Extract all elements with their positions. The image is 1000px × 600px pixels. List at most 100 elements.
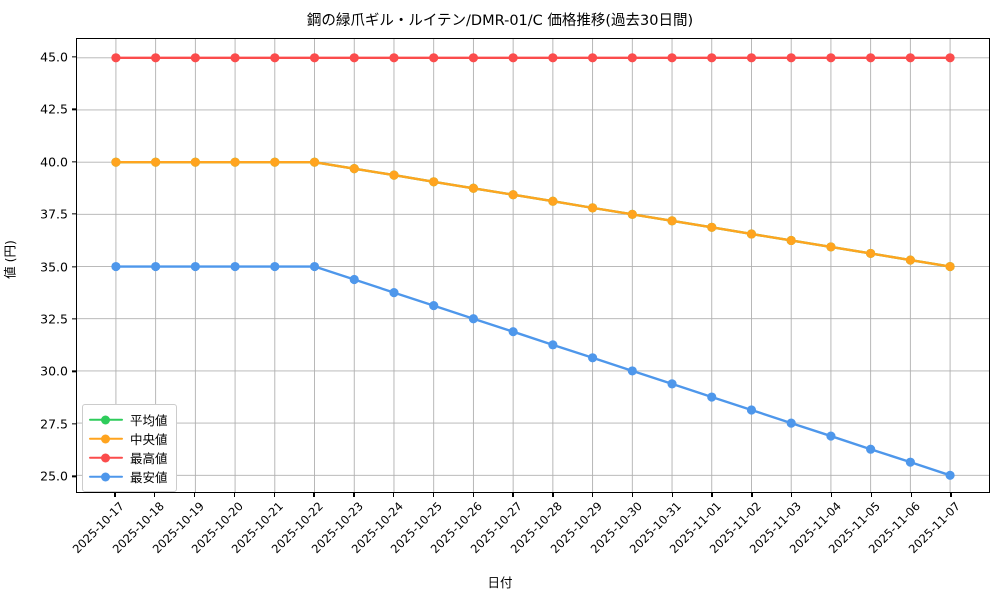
x-tick-mark <box>671 493 673 497</box>
chart-legend: 平均値中央値 最高値最安値 <box>82 404 177 492</box>
data-point <box>230 261 240 272</box>
y-tick-mark <box>72 161 76 163</box>
data-point <box>786 235 796 246</box>
legend-marker-dot-icon <box>101 415 110 424</box>
data-point <box>270 261 280 272</box>
data-point <box>746 405 757 415</box>
data-point <box>309 53 320 63</box>
series-line <box>114 265 952 477</box>
data-point <box>309 157 320 167</box>
data-point <box>190 261 200 272</box>
y-tick-label: 40.0 <box>40 154 68 170</box>
data-point <box>707 222 717 232</box>
x-axis-title: 日付 <box>487 575 513 590</box>
x-tick-mark <box>870 493 873 497</box>
data-point <box>270 157 280 167</box>
y-tick-mark <box>72 213 76 215</box>
legend-label: 中央値 <box>130 432 168 447</box>
data-point <box>826 242 836 252</box>
legend-marker-dot-icon <box>101 472 110 481</box>
data-point <box>627 53 637 63</box>
y-tick-mark <box>72 318 76 320</box>
x-tick-mark <box>313 493 315 497</box>
legend-item-最安値[interactable]: 最安値 <box>89 467 168 486</box>
data-point <box>111 261 121 272</box>
data-point <box>230 157 240 167</box>
y-tick-mark <box>72 265 76 268</box>
x-axis-tick-marks <box>76 493 990 497</box>
data-point <box>548 53 558 63</box>
data-point <box>190 53 200 63</box>
y-tick-label: 27.5 <box>40 416 68 432</box>
series-平均値 <box>111 157 955 272</box>
data-point <box>508 327 518 337</box>
y-tick-label: 35.0 <box>40 259 68 275</box>
x-tick-mark <box>950 493 952 497</box>
y-tick-mark <box>72 56 76 58</box>
series-最安値 <box>111 261 955 480</box>
data-point <box>309 261 320 272</box>
legend-item-中央値[interactable]: 中央値 <box>89 429 168 448</box>
data-point <box>905 457 915 467</box>
y-tick-mark <box>72 475 76 477</box>
data-point <box>429 177 439 187</box>
data-point <box>866 53 876 63</box>
data-point <box>270 53 280 63</box>
data-point <box>905 53 915 63</box>
data-point <box>151 157 161 167</box>
x-tick-mark <box>631 493 634 497</box>
data-point <box>786 418 796 428</box>
legend-swatch <box>89 471 123 483</box>
y-tick-label: 37.5 <box>40 206 68 222</box>
data-point <box>151 53 161 63</box>
data-point <box>945 53 955 63</box>
y-tick-mark <box>72 423 76 425</box>
y-tick-label: 32.5 <box>40 311 68 327</box>
x-tick-mark <box>273 493 275 497</box>
data-point <box>190 157 200 167</box>
data-point <box>707 53 717 63</box>
x-tick-mark <box>552 493 554 497</box>
legend-swatch <box>89 414 123 426</box>
data-point <box>746 53 757 63</box>
data-point <box>587 53 598 63</box>
y-tick-label: 45.0 <box>40 49 68 65</box>
data-point <box>587 203 598 213</box>
x-tick-mark <box>154 493 156 497</box>
data-point <box>111 157 121 167</box>
y-axis-tick-labels: 25.0 27.5 30.0 32.5 35.0 37.5 40.0 42.5 45.0 <box>14 38 68 493</box>
y-tick-label: 42.5 <box>40 101 68 117</box>
legend-label: 最安値 <box>130 470 168 485</box>
y-tick-label: 30.0 <box>40 363 68 379</box>
data-point <box>826 53 836 63</box>
data-point <box>389 170 399 180</box>
x-tick-mark <box>910 493 912 497</box>
series-line <box>114 160 952 268</box>
data-point <box>151 261 161 272</box>
x-tick-mark <box>393 493 395 497</box>
legend-swatch <box>89 452 123 464</box>
x-tick-mark <box>830 493 833 497</box>
data-point <box>349 164 359 174</box>
series-中央値 <box>111 157 955 272</box>
data-point <box>667 53 677 63</box>
data-point <box>945 261 955 272</box>
series-最高値 <box>111 53 955 63</box>
data-point <box>389 53 399 63</box>
data-point <box>945 470 955 480</box>
data-series-layer <box>111 53 955 480</box>
data-point <box>508 53 518 63</box>
x-tick-mark <box>193 493 196 497</box>
data-point <box>866 444 876 454</box>
data-point <box>429 53 439 63</box>
legend-swatch <box>89 433 123 445</box>
data-point <box>587 353 598 363</box>
y-tick-label: 25.0 <box>40 468 68 484</box>
legend-item-最高値[interactable]: 最高値 <box>89 448 168 467</box>
legend-item-平均値[interactable]: 平均値 <box>89 410 168 429</box>
x-tick-mark <box>472 493 474 497</box>
x-tick-mark <box>233 493 236 497</box>
x-tick-mark <box>432 493 435 497</box>
data-point <box>389 288 399 298</box>
data-point <box>468 314 479 324</box>
